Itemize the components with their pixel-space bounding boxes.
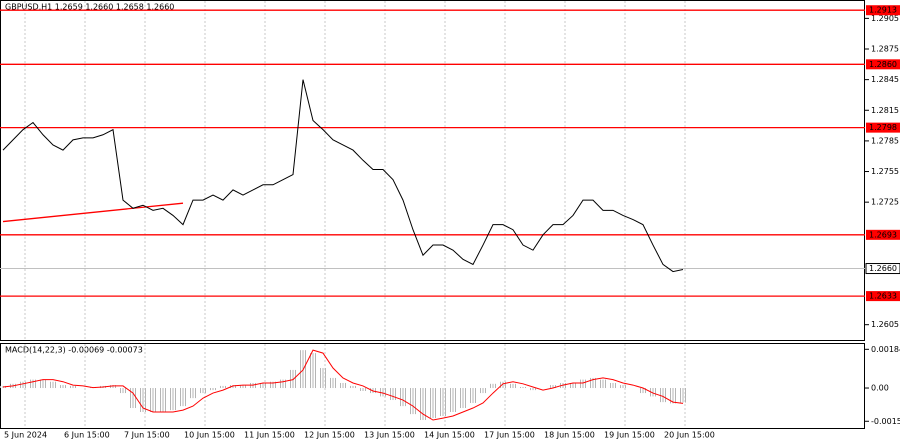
macd-bar [569,382,577,389]
macd-bar [409,388,417,415]
macd-bar [259,382,267,389]
x-tick-label: 5 Jun 2024 [4,431,47,440]
x-tick-label: 20 Jun 15:00 [664,431,715,440]
level-box [866,122,900,133]
macd-bar [359,388,367,391]
macd-bar [169,388,177,411]
macd-bar [379,388,387,397]
macd-bar [669,388,677,404]
y-tick-label: 1.2875 [871,45,899,54]
macd-bar [179,388,187,407]
x-tick-label: 13 Jun 15:00 [364,431,415,440]
macd-bar [239,385,247,389]
macd-bar [429,388,437,419]
current-price-box [865,263,900,275]
macd-bar [679,388,687,403]
x-tick-label: 14 Jun 15:00 [424,431,475,440]
macd-bar [449,388,457,413]
macd-bar [479,388,487,394]
macd-bar [269,381,277,389]
macd-bar [529,388,537,391]
x-tick-label: 6 Jun 15:00 [64,431,110,440]
macd-bar [639,388,647,394]
macd-bar [229,385,237,389]
level-label: 1.2860 [869,60,897,69]
macd-bar [389,388,397,401]
macd-bar [599,379,607,389]
macd-bar [149,388,157,413]
macd-bar [469,388,477,403]
level-label: 1.2633 [869,292,897,301]
macd-bar [549,385,557,389]
macd-bar [49,381,57,389]
y-tick-label: 1.2815 [871,106,899,115]
macd-bar [609,382,617,389]
macd-bar [439,388,447,417]
level-label: 1.2798 [869,123,897,132]
level-box [866,5,900,16]
macd-bar [309,353,317,389]
macd-bar [209,388,217,391]
macd-bar [129,388,137,409]
y-tick-label: 1.2905 [871,14,899,23]
macd-bar [399,388,407,407]
y-tick-label: 1.2755 [871,167,899,176]
macd-bar [329,377,337,389]
macd-bar [339,382,347,389]
x-tick-label: 12 Jun 15:00 [304,431,355,440]
y-tick-label: 1.2725 [871,198,899,207]
x-tick-label: 10 Jun 15:00 [184,431,235,440]
macd-bar [419,388,427,421]
macd-bar [579,379,587,389]
macd-bar [489,383,497,389]
trendline [2,202,184,223]
level-box [866,291,900,302]
macd-bar [509,383,517,389]
x-tick-label: 17 Jun 15:00 [484,431,535,440]
level-label: 1.2693 [869,230,897,239]
macd-bar [139,388,147,413]
macd-bar [619,385,627,389]
macd-bar [29,379,37,389]
macd-bar [349,385,357,389]
macd-bar [499,381,507,389]
level-box [866,229,900,240]
y-tick-label: 1.2605 [871,320,899,329]
macd-bar [459,388,467,409]
current-price-label: 1.2660 [869,264,897,273]
signal-line [2,349,684,421]
macd-bar [319,368,327,389]
y-tick-label: 1.2785 [871,136,899,145]
macd-bar [59,385,67,389]
price-line [2,79,684,273]
macd-bar [159,388,167,413]
macd-bar [519,386,527,389]
y-tick-label: 1.2845 [871,75,899,84]
macd-bar [589,377,597,389]
y-tick-label: 0.00 [871,384,889,393]
y-tick-label: 0.00184 [871,345,900,354]
macd-bar [189,388,197,399]
x-tick-label: 19 Jun 15:00 [604,431,655,440]
macd-bar [19,381,27,389]
x-tick-label: 7 Jun 15:00 [124,431,170,440]
macd-bar [109,385,117,389]
macd-bar [659,388,667,403]
x-tick-label: 11 Jun 15:00 [244,431,295,440]
macd-bar [199,388,207,394]
level-label: 1.2913 [869,6,897,15]
price-frame [0,0,865,341]
y-tick-label: -0.00158 [871,417,900,426]
macd-bar [649,388,657,397]
price-header: GBPUSD,H1 1.2659 1.2660 1.2658 1.2660 [5,3,174,12]
macd-bar [119,388,127,394]
x-tick-label: 18 Jun 15:00 [544,431,595,440]
level-box [866,59,900,70]
macd-header: MACD(14,22,3) -0.00069 -0.00073 [5,346,143,355]
macd-bar [219,385,227,389]
macd-bar [279,379,287,389]
macd-bar [39,379,47,389]
macd-bar [69,385,77,389]
